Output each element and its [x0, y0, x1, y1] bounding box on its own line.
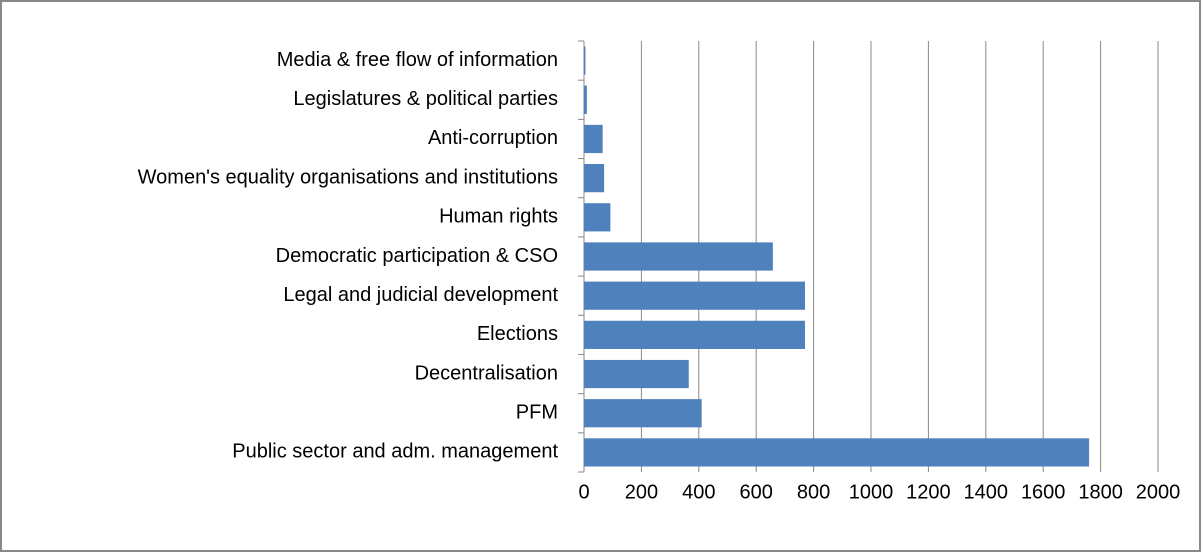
x-tick-label: 400 — [682, 481, 715, 503]
bar — [584, 359, 689, 389]
x-tick-label: 2000 — [1136, 481, 1181, 503]
x-tick-label: 1400 — [964, 481, 1009, 503]
bar — [584, 203, 611, 232]
y-tick-label: Public sector and adm. management — [232, 441, 558, 463]
y-tick-label: Elections — [477, 323, 558, 345]
y-tick-label: PFM — [516, 402, 558, 424]
x-tick-label: 1200 — [906, 481, 951, 503]
x-tick-label: 1800 — [1078, 481, 1123, 503]
y-tick-label: Legislatures & political parties — [293, 88, 558, 110]
bar — [584, 85, 587, 114]
bar — [584, 281, 805, 310]
bar — [584, 242, 773, 271]
bar — [584, 438, 1090, 467]
y-tick-label: Anti-corruption — [428, 127, 558, 149]
y-tick-label: Media & free flow of information — [277, 49, 558, 71]
x-tick-label: 0 — [578, 481, 589, 503]
bar — [584, 46, 586, 75]
y-tick-label: Decentralisation — [415, 362, 558, 384]
x-tick-label: 200 — [625, 481, 658, 503]
bar — [584, 124, 603, 154]
bar — [584, 399, 702, 428]
y-tick-label: Women's equality organisations and insti… — [138, 166, 558, 188]
x-tick-label: 1000 — [849, 481, 894, 503]
x-tick-label: 600 — [740, 481, 773, 503]
bar — [584, 320, 805, 349]
bar — [584, 164, 605, 193]
y-tick-label: Legal and judicial development — [283, 284, 558, 306]
x-tick-label: 1600 — [1021, 481, 1066, 503]
y-tick-label: Human rights — [439, 206, 558, 228]
x-tick-label: 800 — [797, 481, 830, 503]
y-tick-label: Democratic participation & CSO — [276, 245, 558, 267]
